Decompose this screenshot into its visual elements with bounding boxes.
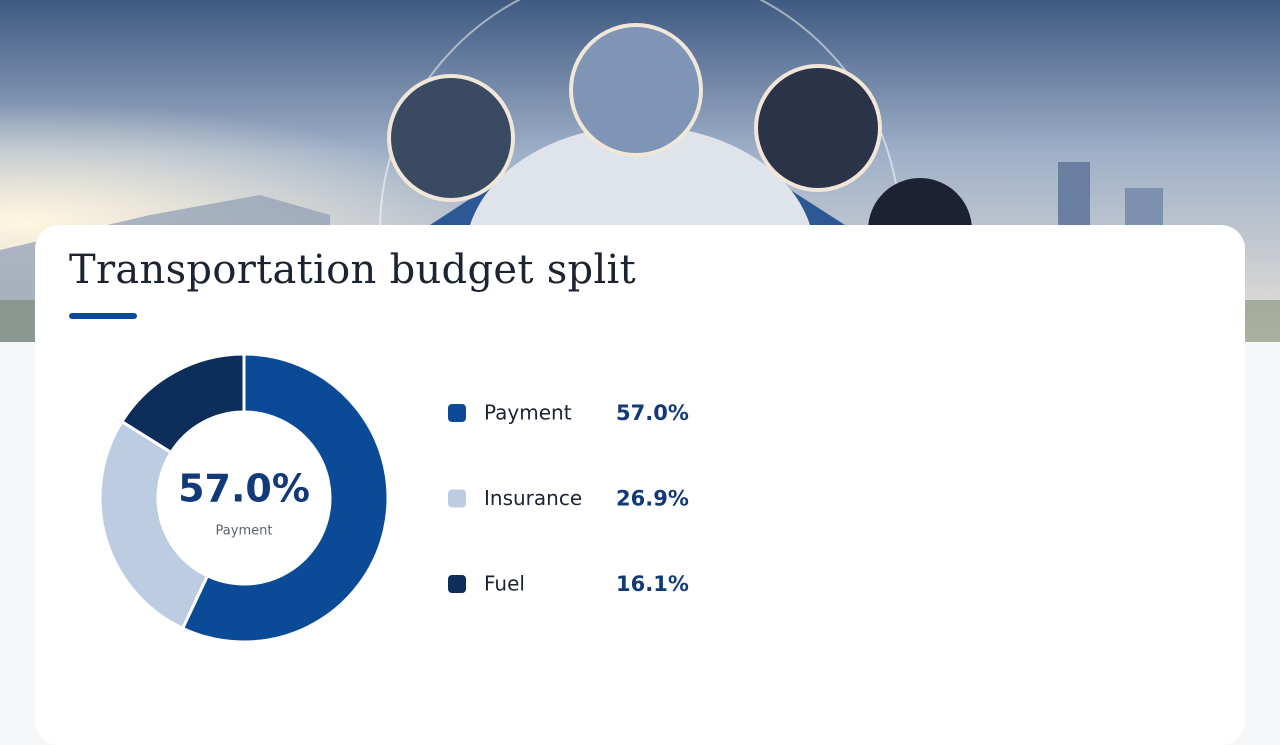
donut-segment [98, 419, 210, 631]
legend-value: 57.0% [616, 401, 689, 425]
legend-value: 16.1% [616, 572, 689, 596]
legend-swatch [448, 575, 466, 593]
donut-segment [119, 352, 246, 455]
legend-label: Insurance [484, 486, 582, 510]
chart-title: Transportation budget split [69, 247, 637, 293]
page: Transportation budget split 57.0% Paymen… [0, 0, 1280, 642]
legend-value: 26.9% [616, 487, 689, 511]
legend-label: Fuel [484, 572, 525, 596]
donut-segment [180, 352, 390, 644]
title-underline [69, 313, 137, 319]
center-label: Payment [216, 524, 273, 539]
chart: 57.0% Payment Payment 57.0% Insurance 26.9%… [98, 352, 689, 644]
chart-card: Transportation budget split 57.0% Paymen… [35, 225, 1245, 745]
legend-swatch [448, 489, 466, 508]
legend-swatch [448, 404, 466, 422]
legend-label: Payment [484, 401, 572, 425]
center-value: 57.0% [178, 467, 310, 511]
